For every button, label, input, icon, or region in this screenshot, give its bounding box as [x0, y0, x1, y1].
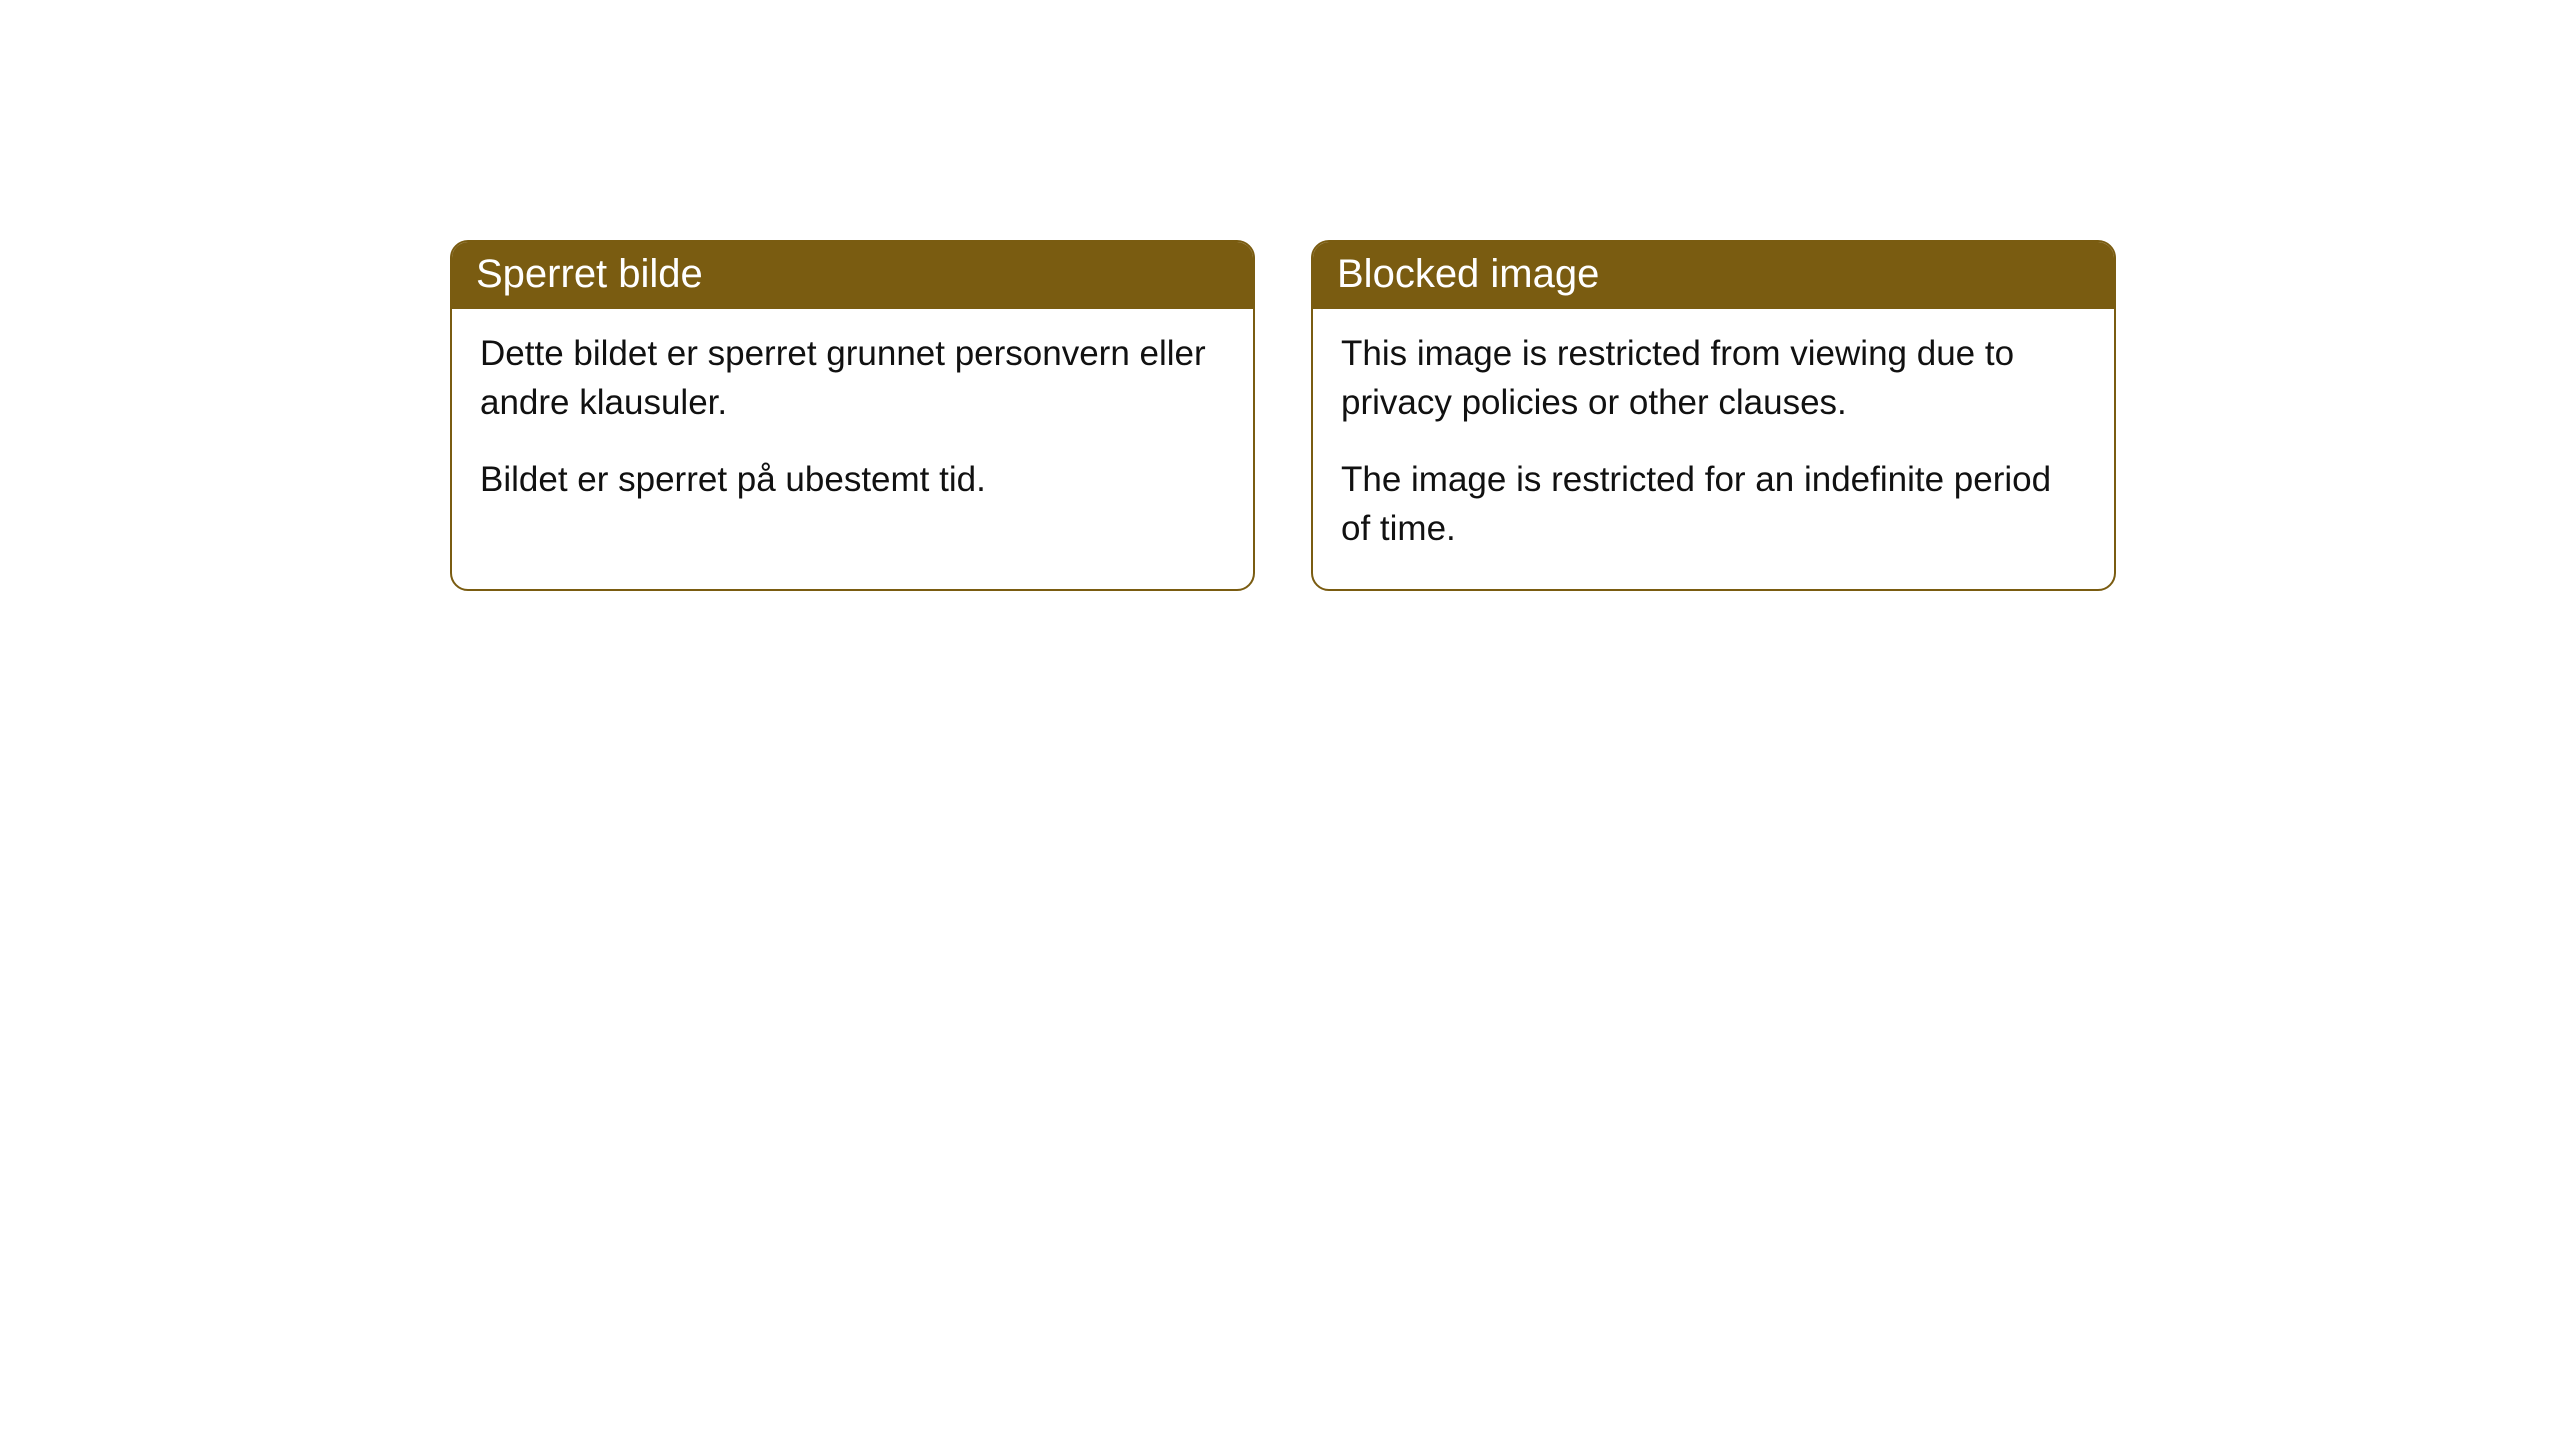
notice-card-english: Blocked image This image is restricted f… [1311, 240, 2116, 591]
notice-card-norwegian: Sperret bilde Dette bildet er sperret gr… [450, 240, 1255, 591]
card-body: This image is restricted from viewing du… [1313, 309, 2114, 589]
notice-cards-container: Sperret bilde Dette bildet er sperret gr… [0, 0, 2560, 591]
card-title: Blocked image [1337, 252, 1599, 296]
card-header: Sperret bilde [452, 242, 1253, 309]
card-paragraph: This image is restricted from viewing du… [1341, 329, 2086, 427]
card-paragraph: Bildet er sperret på ubestemt tid. [480, 455, 1225, 504]
card-header: Blocked image [1313, 242, 2114, 309]
card-paragraph: The image is restricted for an indefinit… [1341, 455, 2086, 553]
card-body: Dette bildet er sperret grunnet personve… [452, 309, 1253, 540]
card-paragraph: Dette bildet er sperret grunnet personve… [480, 329, 1225, 427]
card-title: Sperret bilde [476, 252, 703, 296]
